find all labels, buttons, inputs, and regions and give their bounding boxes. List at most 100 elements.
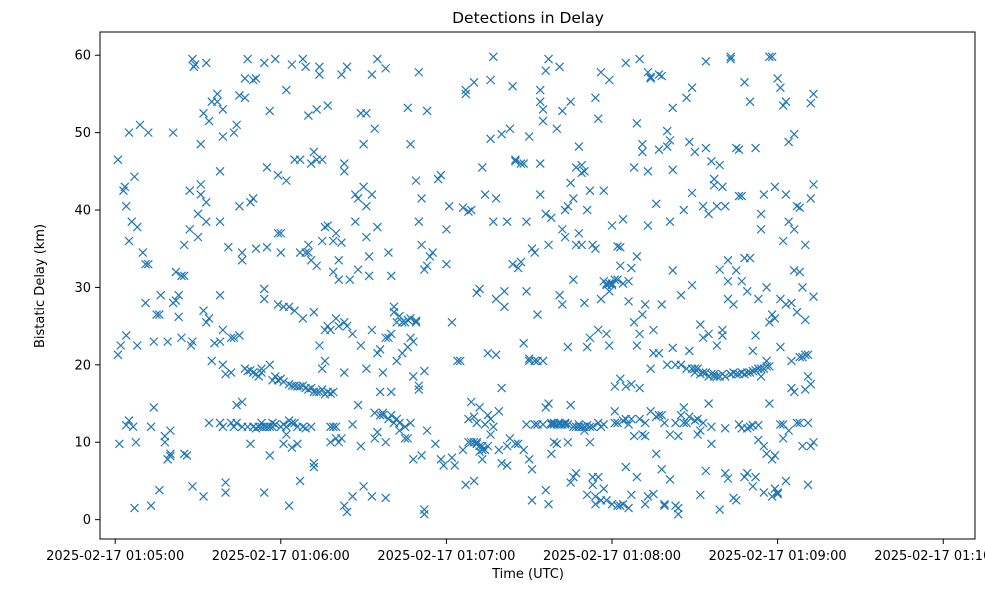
data-point [408,372,418,381]
data-point [651,412,661,422]
data-point [742,423,752,433]
data-point [265,360,275,370]
data-point [270,420,280,429]
data-point [599,420,609,429]
data-point [372,348,382,358]
x-tick-label: 2025-02-17 01:08:00 [543,549,681,564]
data-point [519,445,529,455]
data-point [671,418,680,428]
data-point [640,499,650,509]
data-point [328,236,338,246]
data-point [544,499,553,509]
data-point [662,126,672,136]
data-point [541,485,551,495]
data-point [257,364,266,374]
data-point [315,70,324,79]
x-tick-label: 2025-02-17 01:10:00 [874,549,985,564]
data-point [361,201,371,211]
data-point [163,337,173,347]
data-point [729,368,738,378]
data-point [121,331,131,340]
data-point [177,271,186,281]
data-point [232,120,242,130]
data-point [165,426,175,436]
data-point [704,399,714,408]
data-point [364,271,374,281]
data-point [295,155,305,165]
data-point [156,290,166,300]
data-point [497,383,507,393]
data-point [646,74,656,83]
data-point [234,331,244,340]
data-point [643,492,653,501]
data-point [508,259,518,269]
data-point [171,267,181,277]
data-point [535,85,545,95]
data-point [751,472,760,482]
data-point [789,387,799,397]
data-point [265,450,275,460]
data-point [541,209,551,219]
data-point [516,257,526,267]
data-point [273,375,283,385]
data-point [279,377,288,387]
data-point [541,66,551,76]
data-point [676,290,686,300]
data-point [237,255,247,265]
data-point [430,439,440,449]
data-point [472,437,482,447]
data-point [629,431,639,441]
data-point [279,439,288,449]
data-point [662,142,672,151]
data-point [303,248,313,258]
data-point [753,294,763,304]
data-point [588,240,598,250]
data-point [477,454,487,464]
data-point [201,217,211,227]
data-point [381,63,391,73]
data-point [637,430,647,439]
data-point [361,108,371,118]
data-point [218,132,228,141]
data-point [403,433,413,443]
data-point [720,468,730,478]
data-point [563,342,573,352]
data-point [128,422,138,432]
data-point [607,499,617,509]
data-point [751,143,760,153]
data-point [323,221,333,230]
data-point [557,106,567,116]
data-point [306,383,316,393]
data-point [284,379,294,389]
data-point [124,416,134,425]
data-point [488,52,498,62]
data-point [582,490,592,500]
data-point [552,439,562,449]
data-point [428,248,438,258]
data-point [646,72,656,82]
data-point [624,276,634,286]
data-point [591,492,600,501]
data-point [784,217,794,227]
data-point [602,329,611,339]
data-point [372,222,382,232]
data-point [331,313,341,323]
data-point [320,222,330,232]
data-point [723,474,733,484]
data-point [706,156,716,166]
data-point [643,221,653,230]
data-point [444,201,454,211]
data-point [215,166,225,176]
data-point [510,155,520,165]
data-point [679,205,689,215]
data-point [585,422,595,432]
data-point [350,217,360,227]
data-point [295,476,305,486]
data-point [729,300,738,309]
data-point [436,454,446,464]
data-point [806,193,816,203]
data-point [693,414,703,424]
data-point [764,361,774,371]
data-point [447,453,457,463]
data-point [781,300,791,309]
